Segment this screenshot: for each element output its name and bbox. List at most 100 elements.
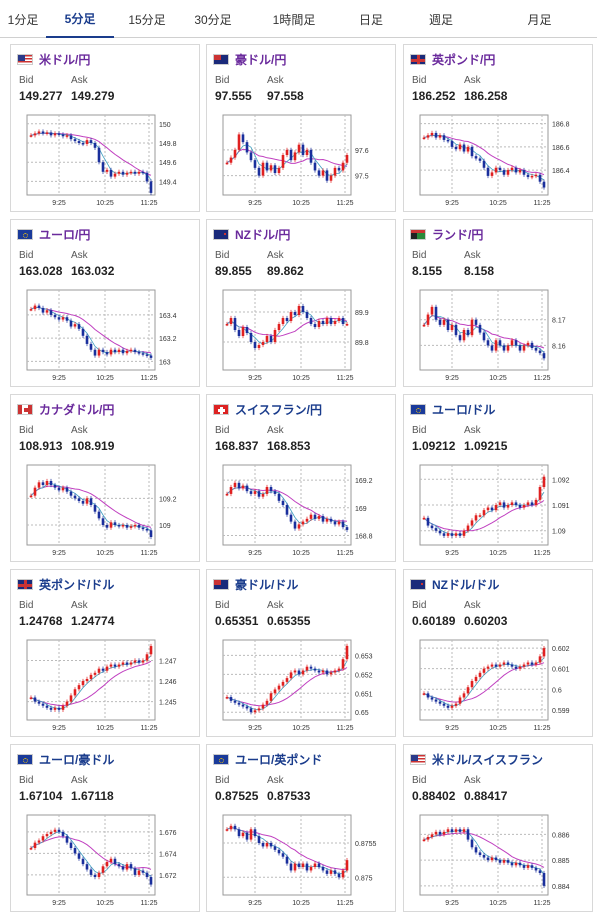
pair-title[interactable]: スイスフラン/円 xyxy=(235,402,322,417)
pair-title[interactable]: NZドル/ドル xyxy=(432,577,500,592)
candle-body xyxy=(434,528,438,531)
pair-title[interactable]: ランド/円 xyxy=(432,227,484,242)
candle-body xyxy=(313,863,317,867)
pair-title[interactable]: カナダドル/円 xyxy=(39,402,115,417)
candle-body xyxy=(474,676,478,682)
pair-title[interactable]: 英ポンド/ドル xyxy=(39,577,115,592)
candle-body xyxy=(498,860,502,863)
currency-card[interactable]: ランド/円 Bid Ask 8.155 8.158 9:25 10:25 11:25 8.17 8… xyxy=(403,219,593,387)
candle-body xyxy=(93,505,97,512)
pair-title[interactable]: ユーロ/円 xyxy=(39,227,91,242)
candle-body xyxy=(526,662,530,665)
pair-title[interactable]: ユーロ/豪ドル xyxy=(39,752,115,767)
y-tick-label: 89.8 xyxy=(355,340,369,347)
candle-body xyxy=(446,705,450,708)
tab-2[interactable]: 5分足 xyxy=(46,0,114,38)
x-tick-label: 11:25 xyxy=(534,375,551,382)
candle-body xyxy=(97,511,101,519)
ask-label: Ask xyxy=(464,75,481,86)
candle-body xyxy=(81,143,85,145)
currency-card[interactable]: 英ポンド/円 Bid Ask 186.252 186.258 9:25 10:25 11:25… xyxy=(403,44,593,212)
bid-label: Bid xyxy=(412,600,427,611)
candle-body xyxy=(341,870,345,878)
candle-body xyxy=(77,141,81,143)
candle-body xyxy=(65,836,69,843)
currency-card[interactable]: ユーロ/ドル Bid Ask 1.09212 1.09215 9:25 10:25 11:25… xyxy=(403,394,593,562)
candle-body xyxy=(470,839,474,848)
candle-body xyxy=(101,668,105,671)
currency-card[interactable]: 英ポンド/ドル Bid Ask 1.24768 1.24774 9:25 10:25 11:2… xyxy=(10,569,200,737)
currency-card[interactable]: 米ドル/円 Bid Ask 149.277 149.279 9:25 10:25 11:25 1… xyxy=(10,44,200,212)
price-chart: 9:25 10:25 11:25 0.886 0.885 0.884 xyxy=(419,814,570,907)
x-tick-label: 10:25 xyxy=(489,725,507,732)
candle-body xyxy=(317,516,321,519)
currency-card[interactable]: カナダドル/円 Bid Ask 108.913 108.919 9:25 10:25 11:2… xyxy=(10,394,200,562)
candle-body xyxy=(245,706,249,709)
candle-body xyxy=(321,516,325,522)
pair-title[interactable]: 米ドル/円 xyxy=(39,52,91,67)
ask-label: Ask xyxy=(464,425,481,436)
tab-3[interactable]: 15分足 xyxy=(128,12,166,27)
currency-card[interactable]: ユーロ/英ポンド Bid Ask 0.87525 0.87533 9:25 10:25 11:… xyxy=(206,744,396,912)
currency-card[interactable]: 豪ドル/円 Bid Ask 97.555 97.558 9:25 10:25 11:25 97.… xyxy=(206,44,396,212)
candle-body xyxy=(446,319,450,330)
x-tick-label: 10:25 xyxy=(96,550,114,557)
candle-body xyxy=(61,487,65,491)
candle-body xyxy=(305,863,309,871)
candle-body xyxy=(281,155,285,168)
currency-card[interactable]: NZドル/ドル Bid Ask 0.60189 0.60203 9:25 10:25 11:2… xyxy=(403,569,593,737)
candle-body xyxy=(273,165,277,173)
pair-title[interactable]: ユーロ/英ポンド xyxy=(235,752,323,767)
candle-body xyxy=(506,170,510,175)
currency-card[interactable]: 豪ドル/ドル Bid Ask 0.65351 0.65355 9:25 10:25 11:25… xyxy=(206,569,396,737)
x-tick-label: 9:25 xyxy=(445,900,459,907)
candle-body xyxy=(490,172,494,176)
ask-value: 168.853 xyxy=(267,439,311,453)
candle-body xyxy=(285,149,289,155)
y-tick-label: 186.4 xyxy=(552,168,570,175)
candle-body xyxy=(309,867,313,871)
candle-body xyxy=(261,843,265,847)
candle-body xyxy=(81,858,85,865)
ask-value: 1.09215 xyxy=(464,439,508,453)
candle-body xyxy=(125,864,129,870)
pair-title[interactable]: 豪ドル/円 xyxy=(235,52,287,67)
candle-body xyxy=(442,319,446,325)
pair-title[interactable]: NZドル/円 xyxy=(235,227,291,242)
currency-card[interactable]: NZドル/円 Bid Ask 89.855 89.862 9:25 10:25 11:25 89… xyxy=(206,219,396,387)
card-header: 豪ドル/ドル xyxy=(213,576,298,592)
candle-body xyxy=(29,697,33,699)
candle-body xyxy=(297,670,301,675)
tab-6[interactable]: 日足 xyxy=(358,12,383,27)
pair-title[interactable]: 米ドル/スイスフラン xyxy=(432,752,543,767)
candle-body xyxy=(494,505,498,511)
price-chart: 9:25 10:25 11:25 163.4 163.2 163 xyxy=(26,289,177,382)
tab-1[interactable]: 1分足 xyxy=(7,12,39,27)
candle-body xyxy=(293,863,297,871)
candle-body xyxy=(486,167,490,176)
bid-value: 186.252 xyxy=(412,89,456,103)
tab-7[interactable]: 週足 xyxy=(428,12,453,27)
candle-body xyxy=(438,135,442,138)
candle-body xyxy=(253,342,257,348)
ask-label: Ask xyxy=(267,425,284,436)
candle-body xyxy=(442,135,446,140)
candle-body xyxy=(93,143,97,148)
candle-body xyxy=(149,646,153,655)
currency-card[interactable]: ユーロ/円 Bid Ask 163.028 163.032 9:25 10:25 11:25 1… xyxy=(10,219,200,387)
candle-body xyxy=(526,342,530,346)
tab-5[interactable]: 1時間足 xyxy=(272,12,316,27)
x-tick-label: 10:25 xyxy=(489,375,507,382)
candle-body xyxy=(89,674,93,679)
tab-4[interactable]: 30分足 xyxy=(194,12,232,27)
tab-8[interactable]: 月足 xyxy=(527,12,552,27)
pair-title[interactable]: 豪ドル/ドル xyxy=(235,577,299,592)
currency-card[interactable]: 米ドル/スイスフラン Bid Ask 0.88402 0.88417 9:25 10:25 1… xyxy=(403,744,593,912)
y-tick-label: 1.247 xyxy=(159,658,177,665)
currency-card[interactable]: ユーロ/豪ドル Bid Ask 1.67104 1.67118 9:25 10:25 11:2… xyxy=(10,744,200,912)
currency-card[interactable]: スイスフラン/円 Bid Ask 168.837 168.853 9:25 10:25 11:… xyxy=(206,394,396,562)
candle-body xyxy=(510,502,514,505)
pair-title[interactable]: ユーロ/ドル xyxy=(432,402,496,417)
candle-body xyxy=(450,829,454,832)
pair-title[interactable]: 英ポンド/円 xyxy=(432,52,496,67)
